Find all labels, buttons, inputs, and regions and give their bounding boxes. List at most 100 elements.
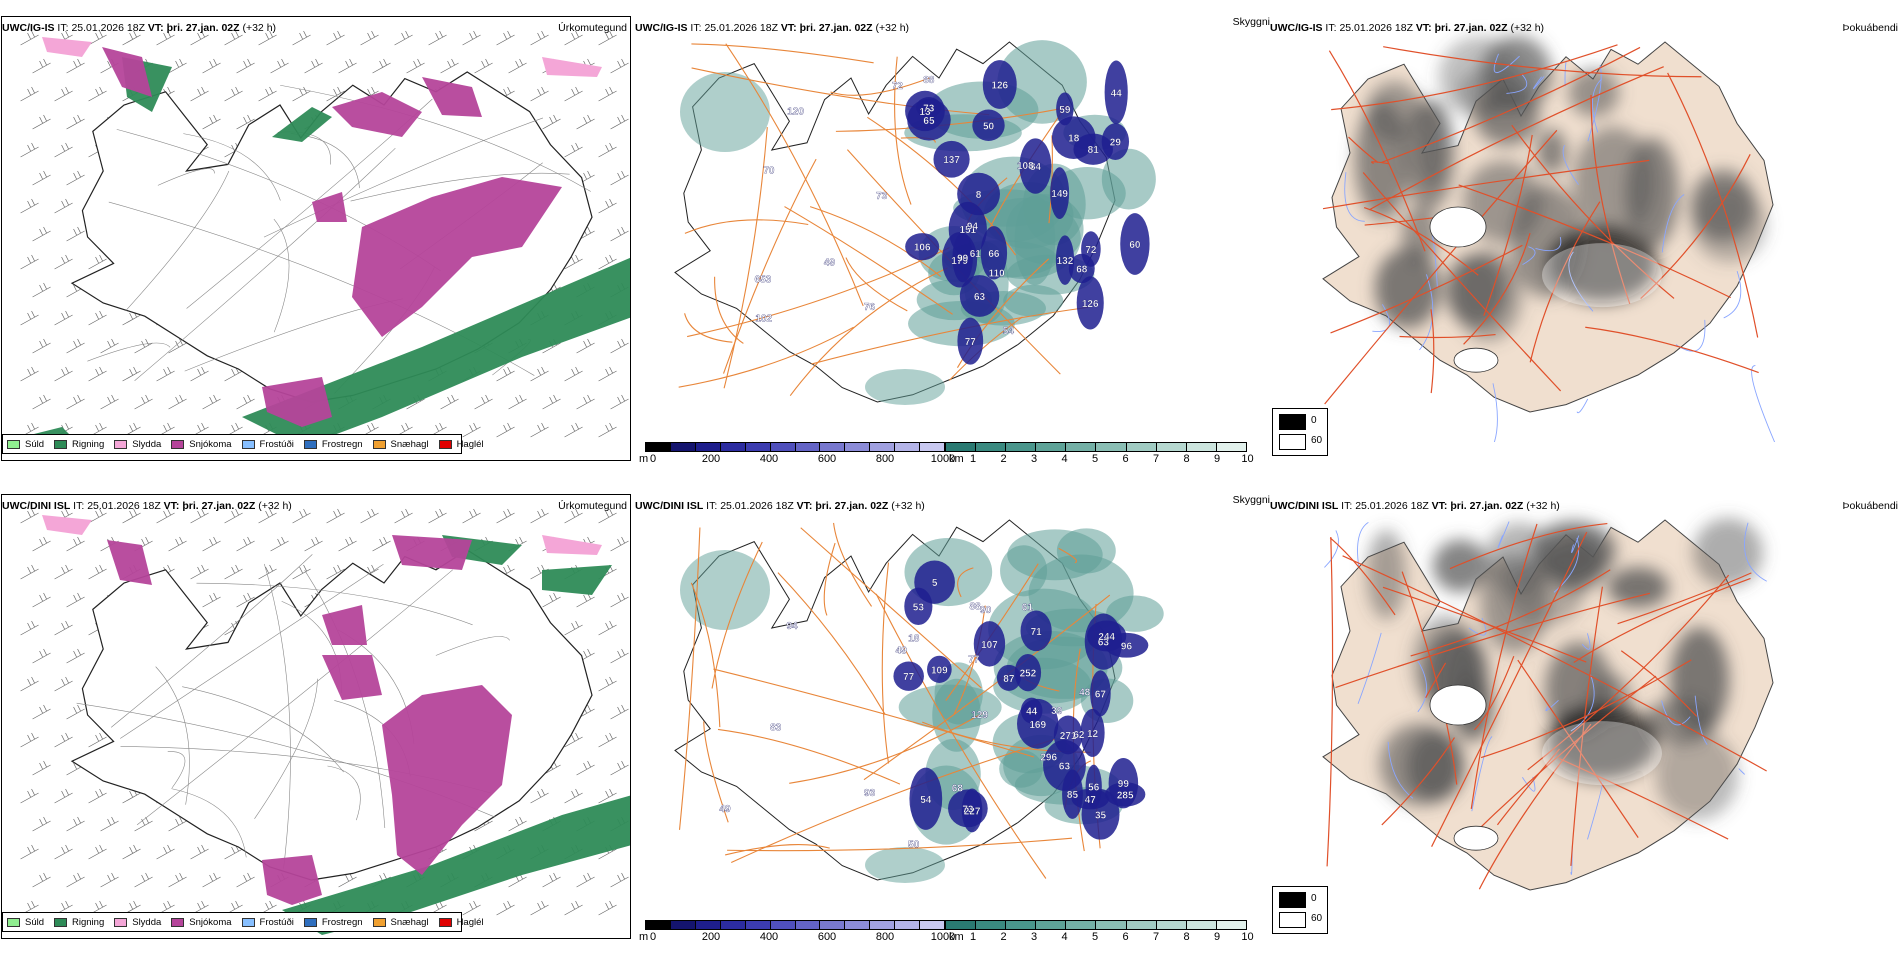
snow-area	[382, 685, 512, 875]
wind-barb	[326, 86, 345, 102]
rain-area	[282, 795, 630, 935]
precip-legend-swatch	[438, 917, 452, 927]
river-line	[1357, 632, 1382, 704]
wind-barb	[54, 142, 73, 158]
wind-barb	[32, 170, 51, 186]
cloudbase-visibility-panel: 227 12 73 99 54 5 71 44 53 56 63 85 107 63 47 244 271 285…	[635, 490, 1270, 955]
cloudbase-value-label: 73	[923, 103, 935, 114]
rain-area	[542, 565, 612, 595]
wind-barb	[564, 30, 583, 46]
fog-blob	[1366, 81, 1423, 142]
cloudbase-blob	[1076, 276, 1104, 330]
fog-shading	[1355, 35, 1767, 342]
wind-barb	[20, 788, 39, 804]
wind-barb	[326, 30, 345, 46]
wind-barb	[542, 592, 561, 608]
river-line	[1661, 700, 1691, 726]
wind-barb	[122, 366, 141, 382]
cloudbase-value-label: 71	[1031, 627, 1043, 638]
cloudbase-value-label: 271	[1060, 731, 1077, 742]
precip-legend-label: Súld	[25, 438, 45, 450]
road-line	[1324, 129, 1558, 405]
wind-barb	[258, 508, 277, 524]
precip-map-frame	[1, 16, 631, 461]
wind-barb	[236, 114, 255, 130]
fog-legend-label-0: 0	[1311, 415, 1317, 426]
colorbar-segment	[976, 443, 1007, 451]
wind-barb	[100, 872, 119, 888]
cloudbase-blob	[982, 60, 1017, 109]
colorbar-unit: km	[949, 453, 964, 465]
wind-barb	[326, 508, 345, 524]
wind-barb	[576, 114, 595, 130]
road-line	[717, 728, 901, 785]
fog-legend-swatch-0	[1279, 414, 1306, 430]
wind-barb	[20, 676, 39, 692]
visibility-colorbar	[945, 920, 1247, 930]
colorbar-tick: 1	[969, 453, 977, 465]
wind-barb	[66, 58, 85, 74]
wind-barb	[54, 198, 73, 214]
colorbar-segment	[720, 921, 746, 929]
cloudbase-blob	[904, 587, 933, 626]
road-line	[273, 218, 290, 333]
cloudbase-blob	[1081, 231, 1101, 267]
precip-legend-item: Súld	[7, 439, 44, 450]
cloudbase-value-label: 49	[719, 804, 731, 815]
colorbar-tick: 7	[1152, 931, 1160, 943]
road-lines	[1322, 44, 1759, 405]
road-line	[1517, 659, 1639, 838]
wind-barb	[224, 30, 243, 46]
wind-barb	[20, 732, 39, 748]
colorbar-tick: 800	[875, 931, 895, 943]
road-line	[731, 738, 1055, 864]
road-line	[1640, 154, 1751, 300]
wind-barb	[66, 592, 85, 608]
cloudbase-map: 227 12 73 99 54 5 71 44 53 56 63 85 107 63 47 244 271 285…	[674, 519, 1164, 883]
wind-barb	[564, 900, 583, 916]
cloudbase-value-label: 18	[908, 633, 920, 644]
wind-barb	[598, 198, 617, 214]
wind-barb	[88, 844, 107, 860]
cloudbase-blob	[1104, 60, 1128, 125]
wind-barb	[54, 844, 73, 860]
road-line	[1329, 537, 1396, 616]
cloudbase-blob	[1019, 138, 1052, 194]
cloudbase-value-label: 110	[989, 269, 1006, 280]
wind-barb	[406, 58, 425, 74]
precip-legend-swatch	[438, 439, 452, 449]
colorbar-tick: 4	[1061, 453, 1068, 465]
cloudbase-value-label: 44	[1111, 88, 1123, 99]
road-line	[725, 844, 830, 856]
road-line	[182, 686, 344, 773]
colorbar-segment	[845, 921, 871, 929]
road-line	[125, 170, 230, 311]
wind-barb	[20, 142, 39, 158]
visibility-blob	[865, 847, 945, 883]
river-line	[1497, 521, 1510, 549]
precip-legend-swatch	[303, 917, 317, 927]
road-line	[1529, 201, 1601, 363]
colorbar-tick: 6	[1122, 931, 1129, 943]
cloudbase-value-label: 61	[1022, 603, 1034, 614]
road-line	[350, 172, 570, 202]
road-line	[703, 721, 729, 823]
wind-barb	[258, 30, 277, 46]
wind-barb	[462, 422, 481, 438]
colorbar-segment	[695, 443, 721, 451]
wind-barb	[202, 872, 221, 888]
fog-blob	[1480, 554, 1550, 654]
river-line	[1562, 145, 1579, 185]
wind-barb	[598, 508, 617, 524]
cloudbase-blob	[1014, 653, 1042, 692]
wind-barb	[530, 422, 549, 438]
precip-type-panel: UWC/IG-IS IT: 25.01.2026 18Z VT: þri. 27…	[0, 12, 635, 477]
fog-legend-label-60: 60	[1311, 435, 1323, 446]
wind-barb	[564, 732, 583, 748]
precip-type-panel: UWC/DINI ISL IT: 25.01.2026 18Z VT: þri.…	[0, 490, 635, 955]
colorbar-segment	[1066, 921, 1097, 929]
colorbar-segment	[770, 443, 796, 451]
fog-blob	[1366, 529, 1406, 620]
road-line	[196, 582, 473, 626]
precip-legend-item: Snæhagl	[372, 439, 429, 450]
